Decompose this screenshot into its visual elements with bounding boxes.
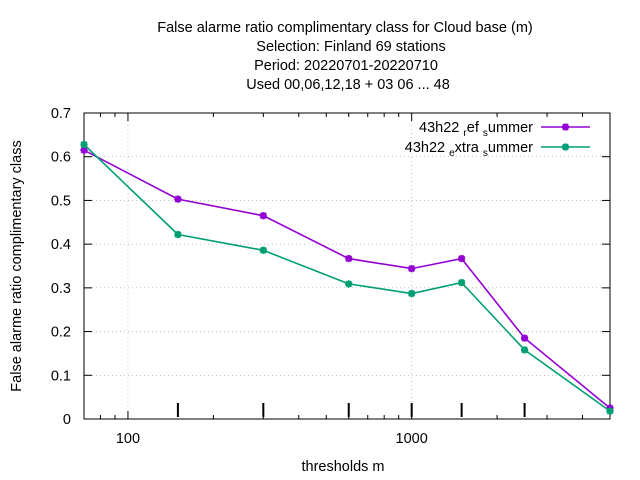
data-point: [458, 279, 466, 287]
marker-diag: [521, 346, 529, 354]
marker-diag: [80, 140, 88, 148]
data-point: [259, 246, 267, 254]
series-line: [83, 143, 611, 412]
x-tick-label: 1000: [396, 431, 428, 447]
data-point: [458, 254, 466, 263]
marker-diag: [259, 212, 267, 220]
data-point: [345, 254, 353, 263]
legend-marker: [561, 123, 570, 131]
data-point: [80, 146, 88, 154]
marker-diag: [408, 290, 416, 298]
marker-diag: [345, 255, 353, 263]
y-tick-label: 0.1: [51, 368, 71, 384]
legend-label-subscript: s: [483, 148, 488, 159]
y-axis-label: False alarme ratio complimentary class: [9, 140, 25, 391]
data-point: [174, 195, 182, 203]
marker-diag: [259, 246, 267, 254]
title-line-3: Period: 20220701-20220710: [254, 58, 438, 74]
y-tick-labels: 0 0.1 0.2 0.3 0.4 0.5 0.6 0.7: [51, 106, 71, 428]
plot-frame: [83, 112, 611, 420]
legend-label-subscript: e: [449, 148, 455, 159]
legend-label: 43h22 extra summer: [405, 140, 533, 159]
legend-label-part: ummer: [488, 120, 533, 136]
legend-label-subscript: s: [483, 128, 488, 139]
marker-diag: [408, 265, 416, 273]
y-tick-label: 0.6: [51, 150, 71, 166]
x-axis-label: thresholds m: [301, 459, 384, 475]
x-tick-label: 100: [116, 431, 140, 447]
marker-diag: [458, 279, 466, 287]
y-tick-label: 0.3: [51, 281, 71, 297]
y-tick-label: 0.2: [51, 325, 71, 341]
chart-title: False alarme ratio complimentary class f…: [157, 20, 533, 93]
title-line-4: Used 00,06,12,18 + 03 06 ... 48: [246, 77, 450, 93]
data-point: [80, 140, 88, 149]
legend-marker: [561, 143, 570, 151]
legend-label-part: 43h22: [419, 120, 463, 136]
series-1: [80, 146, 614, 412]
series-line: [83, 149, 611, 409]
legend-label-subscript: r: [463, 128, 467, 139]
data-point: [606, 407, 614, 415]
marker-diag: [562, 123, 569, 131]
legend-label-part: xtra: [455, 140, 483, 156]
marker-diag: [345, 280, 353, 288]
data-point: [345, 280, 353, 288]
data-point: [408, 289, 416, 298]
data-point: [174, 230, 182, 239]
x-tick-labels: 100 1000: [116, 431, 428, 447]
data-point: [259, 212, 267, 220]
y-tick-label: 0.5: [51, 193, 71, 209]
marker-diag: [521, 334, 529, 342]
marker-diag: [458, 255, 466, 263]
series-lines: [80, 140, 614, 415]
title-line-1: False alarme ratio complimentary class f…: [157, 20, 533, 36]
marker-diag: [174, 195, 182, 203]
y-tick-label: 0.4: [51, 237, 71, 253]
legend-entry-2: 43h22 extra summer: [405, 140, 590, 159]
marker-diag: [80, 146, 88, 154]
data-point: [408, 265, 416, 273]
legend-label: 43h22 ref summer: [419, 120, 533, 139]
legend-label-part: ef: [467, 120, 483, 136]
series-2: [80, 140, 614, 415]
title-line-2: Selection: Finland 69 stations: [256, 39, 445, 55]
marker-diag: [562, 143, 569, 151]
data-point: [520, 334, 529, 342]
y-tick-label: 0: [63, 412, 71, 428]
marker-diag: [606, 407, 614, 415]
legend-label-part: ummer: [488, 140, 533, 156]
data-point: [520, 346, 529, 354]
marker-diag: [174, 231, 182, 239]
legend-entry-1: 43h22 ref summer: [419, 120, 590, 139]
legend-label-part: 43h22: [405, 140, 449, 156]
y-tick-label: 0.7: [51, 106, 71, 122]
